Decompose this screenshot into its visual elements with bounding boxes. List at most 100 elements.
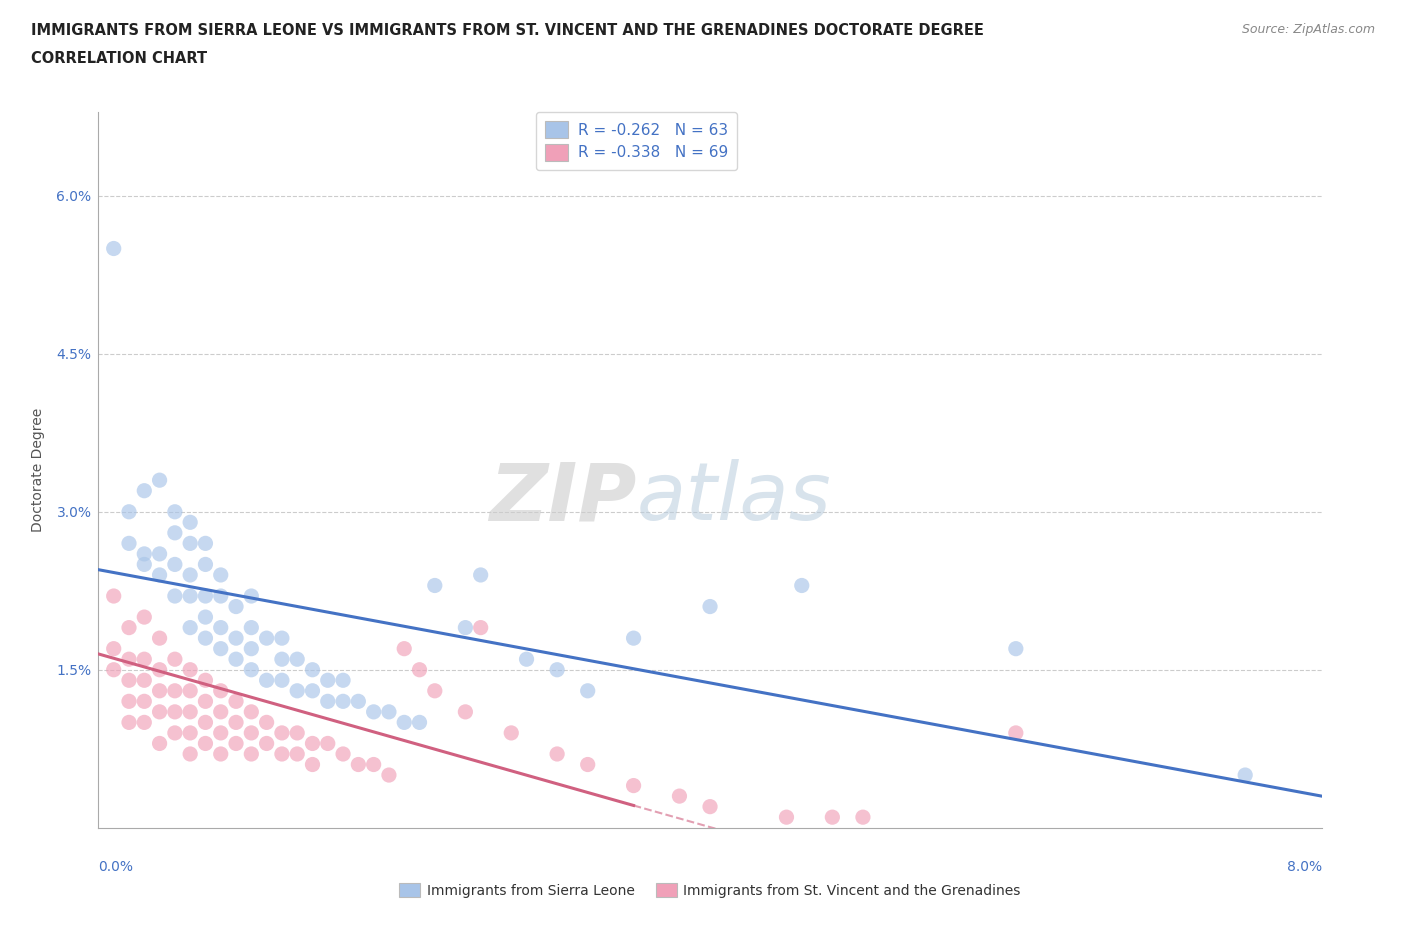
- Point: [134, 672, 156, 687]
- Point: [270, 631, 294, 645]
- Point: [301, 757, 323, 772]
- Point: [301, 736, 323, 751]
- Point: [194, 536, 217, 551]
- Point: [240, 642, 263, 657]
- Point: [179, 515, 201, 530]
- Point: [423, 684, 446, 698]
- Point: [194, 694, 217, 709]
- Point: [179, 662, 201, 677]
- Point: [316, 736, 339, 751]
- Point: [149, 736, 172, 751]
- Point: [240, 662, 263, 677]
- Point: [118, 672, 141, 687]
- Point: [209, 620, 232, 635]
- Point: [270, 747, 294, 762]
- Point: [1234, 767, 1257, 782]
- Point: [270, 725, 294, 740]
- Point: [332, 672, 354, 687]
- Point: [316, 672, 339, 687]
- Y-axis label: Doctorate Degree: Doctorate Degree: [31, 407, 45, 532]
- Point: [149, 567, 172, 582]
- Text: Source: ZipAtlas.com: Source: ZipAtlas.com: [1241, 23, 1375, 36]
- Point: [194, 610, 217, 625]
- Point: [103, 589, 125, 604]
- Point: [134, 694, 156, 709]
- Point: [149, 547, 172, 562]
- Point: [118, 536, 141, 551]
- Point: [194, 589, 217, 604]
- Point: [225, 652, 247, 667]
- Point: [576, 684, 599, 698]
- Point: [134, 715, 156, 730]
- Point: [118, 504, 141, 519]
- Point: [149, 631, 172, 645]
- Point: [209, 684, 232, 698]
- Point: [699, 799, 721, 814]
- Text: 8.0%: 8.0%: [1286, 860, 1322, 874]
- Point: [270, 652, 294, 667]
- Point: [699, 599, 721, 614]
- Point: [668, 789, 690, 804]
- Point: [546, 662, 568, 677]
- Point: [347, 757, 370, 772]
- Point: [852, 810, 875, 825]
- Point: [163, 652, 186, 667]
- Point: [240, 725, 263, 740]
- Point: [209, 704, 232, 719]
- Point: [623, 631, 645, 645]
- Point: [225, 599, 247, 614]
- Legend: Immigrants from Sierra Leone, Immigrants from St. Vincent and the Grenadines: Immigrants from Sierra Leone, Immigrants…: [394, 878, 1026, 904]
- Point: [118, 715, 141, 730]
- Point: [134, 557, 156, 572]
- Text: ZIP: ZIP: [489, 459, 637, 538]
- Point: [225, 736, 247, 751]
- Point: [240, 747, 263, 762]
- Point: [163, 504, 186, 519]
- Point: [408, 662, 430, 677]
- Point: [363, 704, 385, 719]
- Point: [1004, 725, 1026, 740]
- Point: [256, 672, 278, 687]
- Point: [454, 620, 477, 635]
- Point: [378, 767, 401, 782]
- Point: [209, 642, 232, 657]
- Point: [256, 631, 278, 645]
- Point: [194, 736, 217, 751]
- Point: [103, 642, 125, 657]
- Point: [103, 662, 125, 677]
- Point: [225, 631, 247, 645]
- Text: IMMIGRANTS FROM SIERRA LEONE VS IMMIGRANTS FROM ST. VINCENT AND THE GRENADINES D: IMMIGRANTS FROM SIERRA LEONE VS IMMIGRAN…: [31, 23, 984, 38]
- Point: [163, 684, 186, 698]
- Point: [134, 484, 156, 498]
- Point: [454, 704, 477, 719]
- Point: [240, 704, 263, 719]
- Point: [149, 662, 172, 677]
- Point: [209, 725, 232, 740]
- Point: [163, 589, 186, 604]
- Point: [623, 778, 645, 793]
- Point: [225, 694, 247, 709]
- Point: [392, 715, 416, 730]
- Point: [546, 747, 568, 762]
- Point: [209, 589, 232, 604]
- Point: [392, 642, 416, 657]
- Point: [134, 652, 156, 667]
- Point: [149, 472, 172, 487]
- Text: CORRELATION CHART: CORRELATION CHART: [31, 51, 207, 66]
- Point: [256, 715, 278, 730]
- Point: [1004, 642, 1026, 657]
- Point: [256, 736, 278, 751]
- Point: [775, 810, 797, 825]
- Point: [285, 747, 308, 762]
- Point: [285, 725, 308, 740]
- Point: [332, 694, 354, 709]
- Point: [209, 747, 232, 762]
- Point: [179, 684, 201, 698]
- Point: [363, 757, 385, 772]
- Point: [285, 652, 308, 667]
- Point: [316, 694, 339, 709]
- Point: [470, 620, 492, 635]
- Point: [179, 747, 201, 762]
- Point: [576, 757, 599, 772]
- Point: [163, 525, 186, 540]
